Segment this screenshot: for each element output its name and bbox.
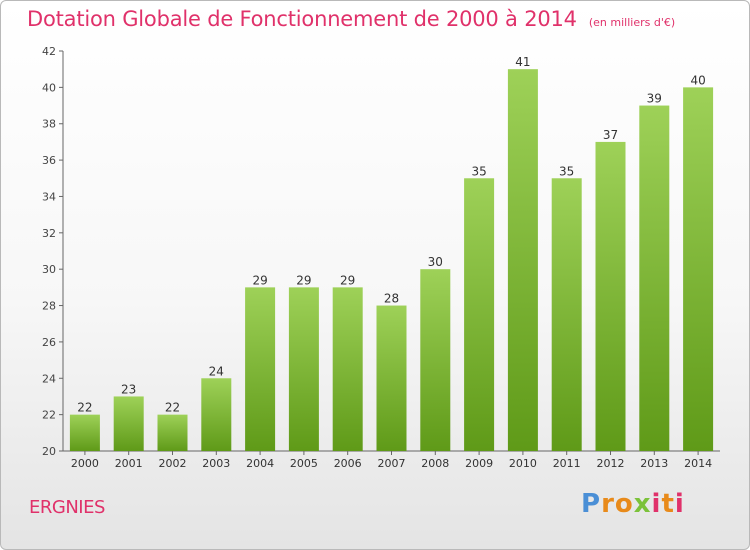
y-tick-label: 42 xyxy=(42,45,56,58)
data-label-2003: 24 xyxy=(209,364,224,378)
x-tick-label-2011: 2011 xyxy=(553,457,581,470)
data-label-2007: 28 xyxy=(384,292,399,306)
bar-2012 xyxy=(595,141,626,451)
title-line: Dotation Globale de Fonctionnement de 20… xyxy=(27,7,675,31)
x-tick-label-2014: 2014 xyxy=(684,457,712,470)
x-tick-label-2001: 2001 xyxy=(115,457,143,470)
data-label-2010: 41 xyxy=(515,55,530,69)
data-label-2011: 35 xyxy=(559,164,574,178)
bar-2011 xyxy=(551,178,582,452)
x-tick-label-2008: 2008 xyxy=(421,457,449,470)
x-tick-label-2003: 2003 xyxy=(202,457,230,470)
bar-2003 xyxy=(201,378,232,451)
data-label-2008: 30 xyxy=(428,255,443,269)
commune-name: ERGNIES xyxy=(29,497,105,518)
bar-2009 xyxy=(464,178,495,452)
bar-2008 xyxy=(420,269,451,451)
data-label-2001: 23 xyxy=(121,382,136,396)
x-tick-label-2002: 2002 xyxy=(159,457,187,470)
y-tick-label: 40 xyxy=(42,81,56,94)
x-tick-label-2009: 2009 xyxy=(465,457,493,470)
y-tick-label: 32 xyxy=(42,227,56,240)
data-label-2013: 39 xyxy=(647,92,662,106)
bar-2010 xyxy=(507,69,538,451)
x-tick-label-2010: 2010 xyxy=(509,457,537,470)
bar-2007 xyxy=(376,305,407,451)
y-tick-label: 34 xyxy=(42,190,56,203)
y-tick-label: 30 xyxy=(42,263,56,276)
proxiti-logo: Proxiti xyxy=(581,489,685,519)
x-tick-label-2005: 2005 xyxy=(290,457,318,470)
data-label-2005: 29 xyxy=(296,273,311,287)
y-tick-label: 26 xyxy=(42,336,56,349)
x-tick-label-2006: 2006 xyxy=(334,457,362,470)
bar-2013 xyxy=(639,105,670,451)
y-tick-label: 24 xyxy=(42,372,56,385)
data-label-2009: 35 xyxy=(471,164,486,178)
x-tick-label-2007: 2007 xyxy=(378,457,406,470)
bar-2002 xyxy=(157,414,188,451)
bar-2000 xyxy=(69,414,100,451)
data-label-2006: 29 xyxy=(340,273,355,287)
data-label-2004: 29 xyxy=(252,273,267,287)
data-label-2014: 40 xyxy=(690,73,705,87)
y-tick-label: 38 xyxy=(42,118,56,131)
x-tick-label-2000: 2000 xyxy=(71,457,99,470)
bar-2014 xyxy=(683,87,714,451)
bar-2001 xyxy=(113,396,144,451)
data-label-2002: 22 xyxy=(165,401,180,415)
bar-2004 xyxy=(245,287,276,451)
bar-2006 xyxy=(332,287,363,451)
y-tick-label: 22 xyxy=(42,409,56,422)
bar-2005 xyxy=(288,287,319,451)
data-label-2000: 22 xyxy=(77,401,92,415)
x-tick-label-2004: 2004 xyxy=(246,457,274,470)
y-tick-label: 28 xyxy=(42,300,56,313)
chart-title: Dotation Globale de Fonctionnement de 20… xyxy=(27,7,577,31)
y-tick-label: 36 xyxy=(42,154,56,167)
data-label-2012: 37 xyxy=(603,128,618,142)
x-tick-label-2012: 2012 xyxy=(597,457,625,470)
y-tick-label: 20 xyxy=(42,445,56,458)
chart-subtitle: (en milliers d'€) xyxy=(588,16,676,29)
x-tick-label-2013: 2013 xyxy=(640,457,668,470)
